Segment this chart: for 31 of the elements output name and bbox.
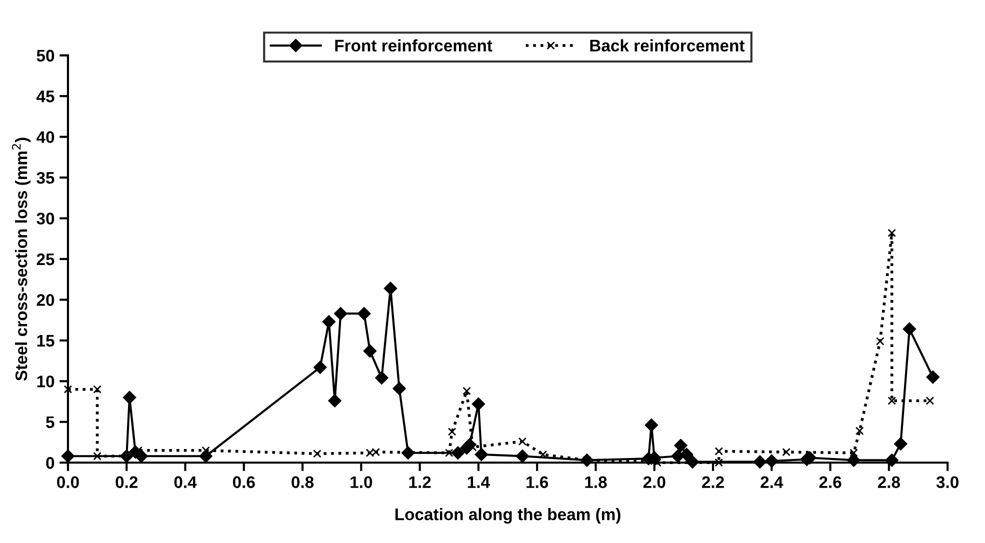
legend-label: Back reinforcement	[590, 39, 745, 52]
y-tick-label: 35	[36, 172, 54, 184]
x-tick-label: 2.0	[643, 476, 666, 488]
x-tick-label: 2.4	[760, 476, 784, 488]
x-tick-label: 1.6	[526, 476, 548, 488]
y-tick-label: 25	[36, 253, 54, 266]
y-tick-label: 10	[37, 376, 54, 388]
y-tick-label: 45	[36, 90, 54, 102]
x-tick-label: 1.0	[350, 476, 372, 488]
y-tick-label: 5	[46, 416, 54, 428]
legend-label: Front reinforcement	[335, 39, 492, 52]
x-tick-label: 0.2	[116, 476, 138, 488]
y-tick-label: 0	[46, 457, 54, 469]
x-tick-label: 2.8	[878, 476, 900, 488]
x-tick-label: 1.8	[585, 476, 607, 488]
y-tick-label: 30	[36, 212, 54, 225]
y-tick-label: 50	[36, 50, 54, 62]
x-tick-label: 2.2	[702, 476, 724, 488]
y-tick-label: 15	[37, 335, 54, 347]
x-tick-label: 1.2	[409, 476, 431, 488]
x-tick-label: 0.4	[174, 476, 197, 488]
x-tick-label: 1.4	[468, 476, 490, 488]
y-axis-title: Steel cross-section loss (mm$^{2}$)	[12, 138, 31, 381]
x-tick-label: 2.6	[819, 476, 842, 488]
x-axis-title: Location along the beam (m)	[395, 508, 620, 524]
x-tick-label: 3.0	[936, 476, 958, 488]
y-tick-label: 20	[36, 294, 54, 306]
y-tick-label: 40	[36, 131, 54, 144]
x-tick-label: 0.8	[292, 476, 314, 488]
x-tick-label: 0.0	[57, 476, 79, 488]
x-tick-label: 0.6	[232, 476, 255, 488]
